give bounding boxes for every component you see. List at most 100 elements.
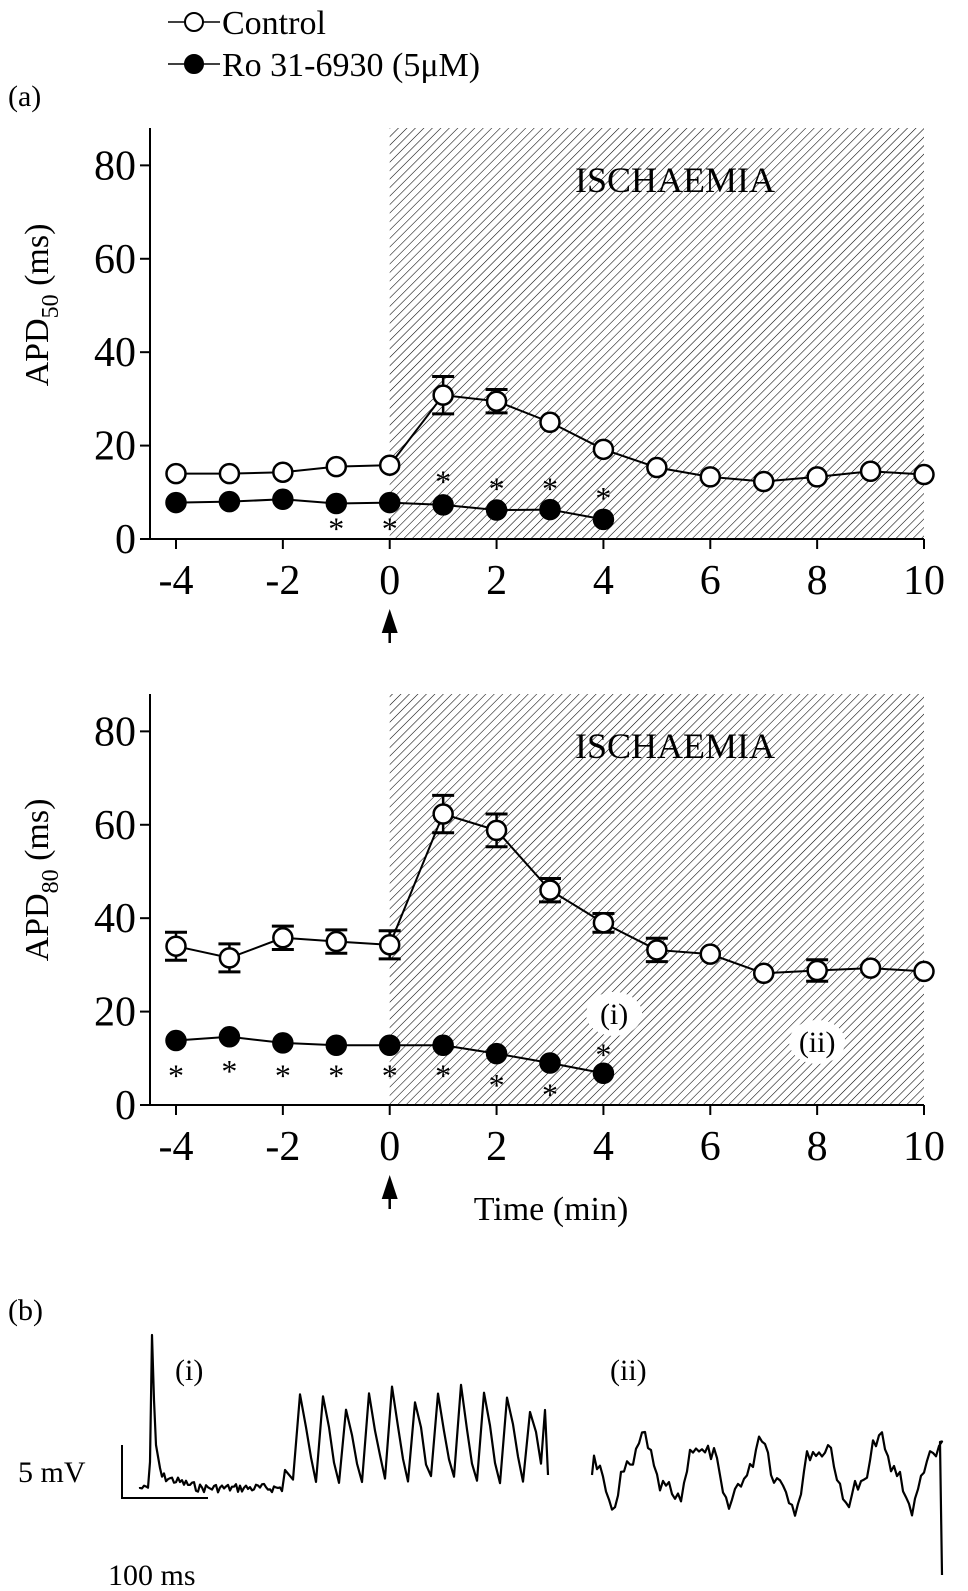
- data-point: [859, 957, 882, 979]
- x-tick-label: 4: [593, 558, 614, 604]
- apd50-chart: 0 20 40 60 80 -4 -2 0 2 4 6 8 10 ISCHAEMIA APD50 (m…: [19, 128, 945, 643]
- significance-star: *: [221, 1053, 237, 1089]
- data-point: [485, 1042, 508, 1065]
- x-tick-label: 6: [700, 1124, 721, 1170]
- x-tick-label: 0: [379, 1124, 400, 1170]
- legend-label-control: Control: [222, 5, 326, 42]
- y-tick-label: 0: [115, 517, 136, 563]
- y-tick-label: 80: [94, 709, 136, 755]
- legend: Control Ro 31-6930 (5μM): [168, 5, 480, 84]
- significance-star: *: [489, 1067, 505, 1103]
- x-tick-label: 4: [593, 1124, 614, 1170]
- trace-i-waveform: [138, 1333, 550, 1494]
- data-point: [806, 466, 828, 488]
- significance-star: *: [382, 1058, 398, 1094]
- panel-a-label: (a): [8, 80, 41, 113]
- x-tick-label: 8: [807, 558, 828, 604]
- data-point: [646, 939, 668, 961]
- arrow-head: [381, 609, 398, 633]
- x-tick-label: 6: [700, 558, 721, 604]
- scale-bar-lines: [121, 1445, 208, 1499]
- data-point: [432, 1034, 454, 1056]
- data-point: [539, 879, 561, 901]
- callout-label: (ii): [799, 1026, 836, 1059]
- callout-label: (i): [600, 998, 628, 1031]
- data-point: [218, 462, 241, 485]
- data-point: [913, 960, 935, 983]
- data-point: [272, 1032, 294, 1054]
- data-point: [378, 491, 401, 514]
- x-tick-label: 2: [486, 558, 507, 604]
- data-point: [165, 1029, 187, 1052]
- y-tick-label: 20: [94, 990, 136, 1036]
- x-tick-label: -2: [265, 1124, 300, 1170]
- apd50-series-ro: [165, 488, 615, 531]
- apd80-series-control: [165, 793, 935, 985]
- apd80-significance: * * * * * * * * *: [168, 1037, 611, 1113]
- callout-bubble: [789, 1019, 846, 1064]
- significance-star: *: [328, 1058, 344, 1094]
- data-point: [539, 1052, 561, 1074]
- data-point: [218, 1026, 241, 1048]
- data-point: [165, 935, 187, 957]
- significance-star: *: [435, 1058, 451, 1094]
- apd80-series-ro: [165, 1026, 615, 1084]
- legend-item-control: Control: [168, 5, 326, 42]
- x-tick-label: 10: [903, 558, 945, 604]
- data-point: [485, 819, 508, 842]
- apd50-significance: * * * * * *: [328, 464, 611, 547]
- data-point: [913, 463, 935, 486]
- significance-star: *: [595, 480, 611, 516]
- data-point: [378, 1034, 401, 1056]
- apd50-axes: [149, 128, 924, 540]
- trace-i: (i): [138, 1333, 550, 1494]
- apd50-y-ticks: 0 20 40 60 80: [94, 143, 150, 563]
- trace-ii: (ii): [590, 1354, 944, 1576]
- data-point: [592, 1062, 615, 1084]
- data-point: [432, 803, 454, 825]
- significance-star: *: [542, 471, 558, 507]
- significance-star: *: [168, 1058, 184, 1094]
- data-point: [378, 934, 401, 956]
- significance-star: *: [489, 471, 505, 507]
- data-point: [485, 390, 508, 412]
- apd50-x-ticks: -4 -2 0 2 4 6 8 10: [159, 539, 945, 604]
- apd80-onset-arrow: [381, 1175, 398, 1209]
- scale-bar: 5 mV 100 ms: [18, 1445, 208, 1591]
- data-point: [218, 490, 241, 513]
- data-point: [272, 927, 294, 949]
- data-point: [272, 461, 294, 483]
- y-tick-label: 40: [94, 330, 136, 376]
- data-point: [592, 438, 615, 461]
- data-point: [325, 455, 348, 478]
- apd80-callouts: (i) (ii): [586, 991, 846, 1064]
- y-tick-label: 60: [94, 803, 136, 849]
- significance-star: *: [382, 510, 398, 546]
- arrow-head: [381, 1175, 398, 1199]
- apd80-axes: [149, 694, 924, 1106]
- legend-label-ro: Ro 31-6930 (5μM): [222, 47, 480, 84]
- data-point: [539, 411, 561, 433]
- x-tick-label: 10: [903, 1124, 945, 1170]
- apd50-onset-arrow: [381, 609, 398, 643]
- trace-ii-waveform: [590, 1430, 944, 1576]
- apd50-series-control: [165, 374, 935, 493]
- x-tick-label: 0: [379, 558, 400, 604]
- y-tick-label: 0: [115, 1083, 136, 1129]
- data-point: [806, 959, 828, 982]
- apd80-chart: 0 20 40 60 80 -4 -2 0 2 4 6 8 10 ISCHAEMIA APD80 (m…: [19, 694, 945, 1228]
- x-axis-label: Time (min): [474, 1191, 629, 1228]
- x-tick-label: -4: [159, 558, 194, 604]
- apd50-shaded-label: ISCHAEMIA: [575, 160, 775, 200]
- data-point: [539, 498, 561, 521]
- x-tick-label: -4: [159, 1124, 194, 1170]
- y-tick-label: 60: [94, 237, 136, 283]
- apd50-y-axis-label: APD50 (ms): [19, 224, 64, 387]
- y-tick-label: 40: [94, 896, 136, 942]
- significance-star: *: [275, 1058, 291, 1094]
- data-point: [325, 1034, 348, 1056]
- callout-bubble: [586, 991, 643, 1036]
- data-point: [325, 492, 348, 515]
- data-point: [699, 943, 722, 965]
